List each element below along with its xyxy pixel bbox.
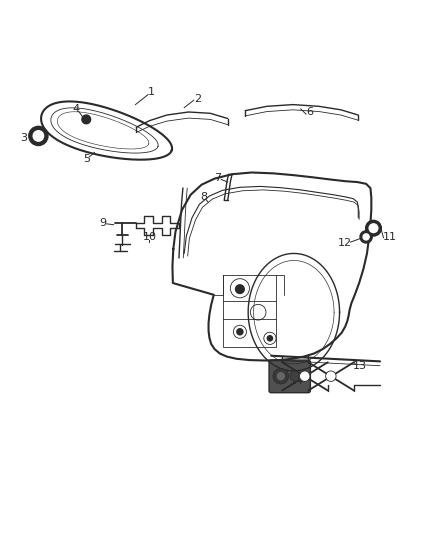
Text: 4: 4: [73, 104, 80, 114]
Text: 6: 6: [306, 107, 313, 117]
Text: 7: 7: [215, 173, 222, 183]
Circle shape: [82, 115, 91, 124]
Circle shape: [300, 371, 310, 382]
Circle shape: [369, 224, 378, 232]
Circle shape: [29, 126, 48, 146]
Circle shape: [236, 285, 244, 294]
Circle shape: [325, 371, 336, 382]
Text: 2: 2: [194, 94, 201, 104]
Circle shape: [290, 371, 300, 382]
Text: 3: 3: [21, 133, 28, 143]
Text: 5: 5: [83, 154, 90, 164]
Circle shape: [267, 336, 272, 341]
Text: 8: 8: [201, 192, 208, 202]
Text: 1: 1: [148, 87, 155, 98]
Circle shape: [277, 373, 284, 379]
Circle shape: [366, 220, 381, 236]
Text: 12: 12: [338, 238, 352, 248]
Text: 11: 11: [383, 232, 396, 242]
Circle shape: [363, 234, 369, 240]
Circle shape: [360, 231, 372, 243]
Circle shape: [33, 131, 44, 141]
Circle shape: [237, 329, 243, 335]
Text: 13: 13: [353, 361, 367, 371]
Circle shape: [273, 368, 289, 384]
Text: 10: 10: [142, 232, 156, 242]
Text: 9: 9: [99, 218, 106, 228]
Circle shape: [298, 373, 305, 379]
FancyBboxPatch shape: [269, 360, 311, 393]
Text: 14: 14: [290, 376, 304, 385]
